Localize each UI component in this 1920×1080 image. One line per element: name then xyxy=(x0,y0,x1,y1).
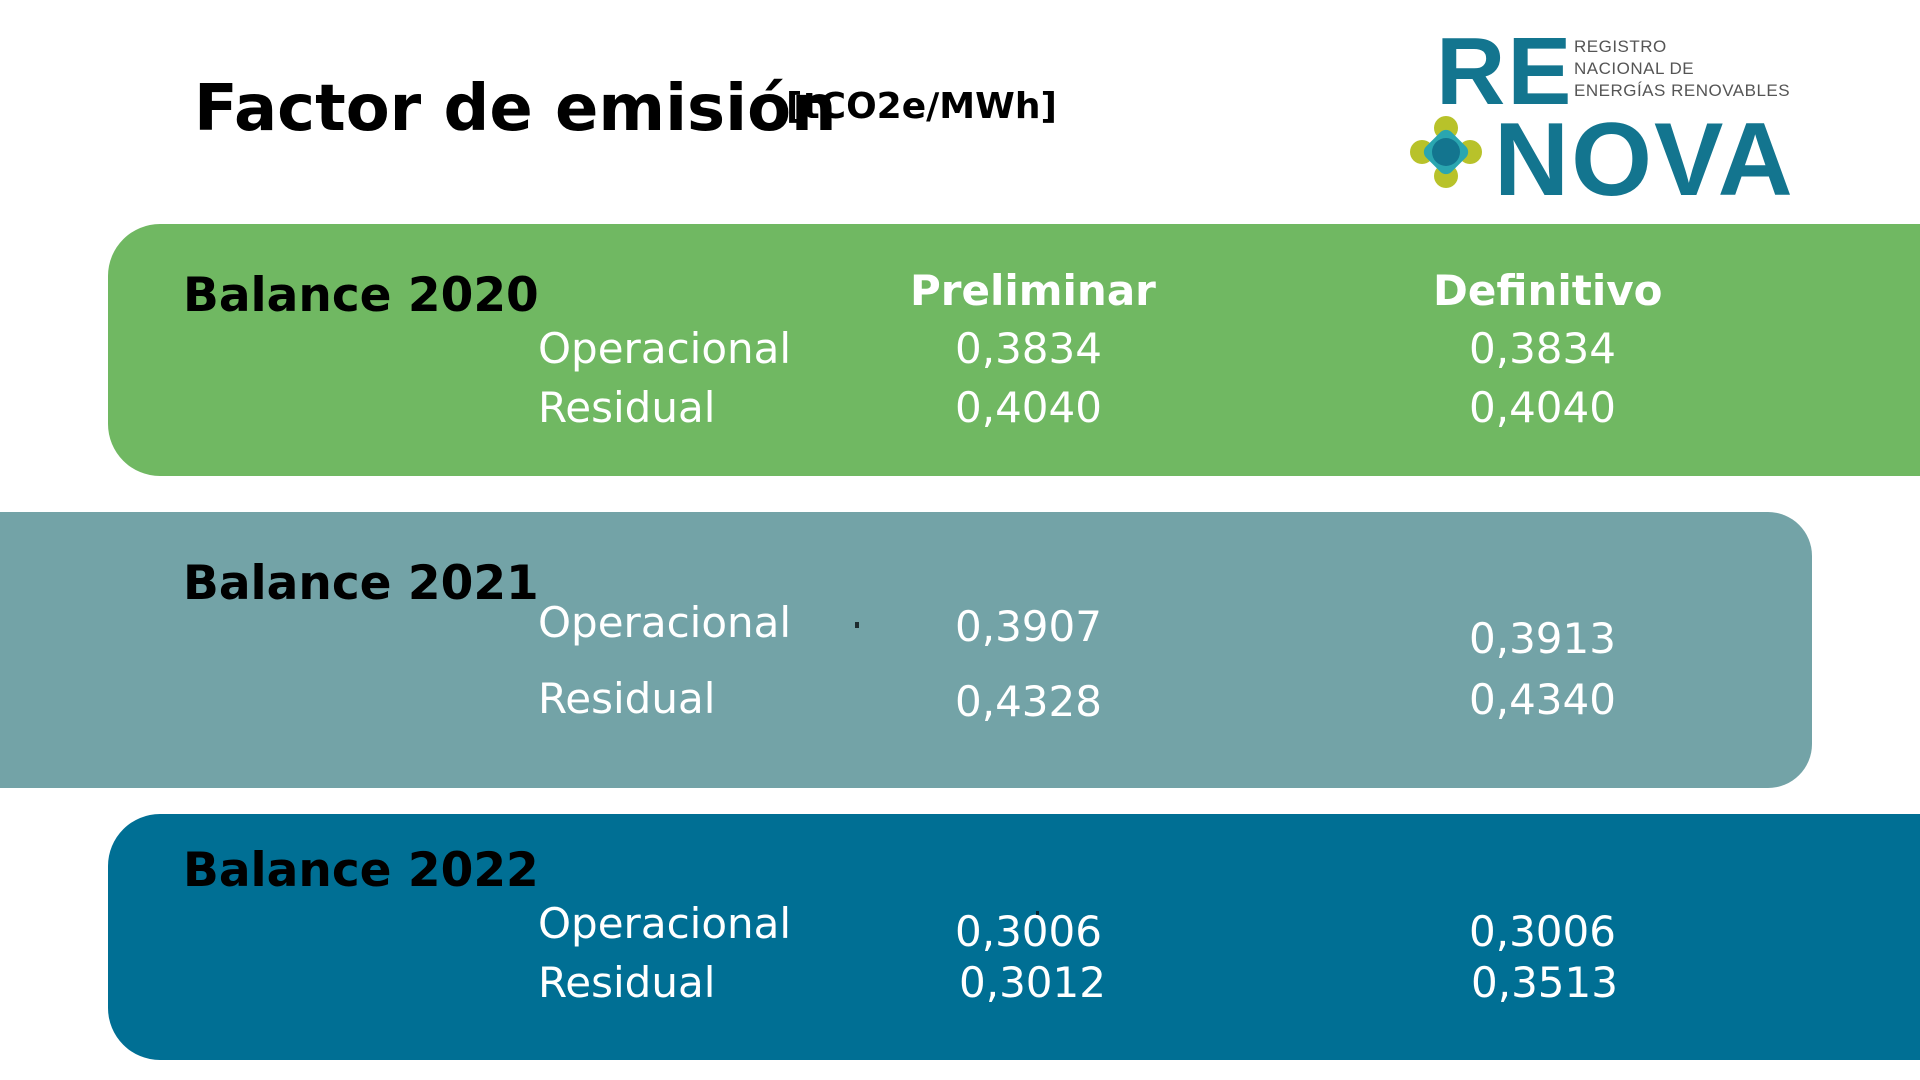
balance-2021-title: Balance 2021 xyxy=(183,556,539,611)
balance-2021-panel xyxy=(0,512,1812,788)
page-title: Factor de emisión xyxy=(194,72,837,146)
logo-subtitle-line-1: REGISTRO xyxy=(1574,37,1667,56)
unit-label: [tCO2e/MWh] xyxy=(786,86,1057,127)
stray-dot xyxy=(855,622,859,628)
balance-2022-panel xyxy=(108,814,1920,1060)
stray-dot xyxy=(1036,911,1039,915)
balance-2020-title: Balance 2020 xyxy=(183,268,539,323)
renova-logo: RE REGISTRO NACIONAL DE ENERGÍAS RENOVAB… xyxy=(1410,24,1793,212)
row-label-operacional: Operacional xyxy=(538,598,792,647)
value-2020-residual-definitivo: 0,4040 xyxy=(1469,383,1616,432)
row-label-residual: Residual xyxy=(538,674,716,723)
renova-flower-icon xyxy=(1410,116,1482,188)
row-label-operacional: Operacional xyxy=(538,324,792,373)
balance-2022-title: Balance 2022 xyxy=(183,843,539,898)
logo-nova-text: NOVA xyxy=(1494,102,1795,218)
logo-subtitle-line-2: NACIONAL DE xyxy=(1574,59,1695,78)
logo-re-text: RE xyxy=(1436,18,1574,125)
row-label-residual: Residual xyxy=(538,383,716,432)
value-2020-operacional-definitivo: 0,3834 xyxy=(1469,324,1616,373)
row-label-operacional: Operacional xyxy=(538,899,792,948)
row-label-residual: Residual xyxy=(538,958,716,1007)
value-2021-operacional-preliminar: 0,3907 xyxy=(955,602,1102,651)
balance-2020-panel xyxy=(108,224,1920,476)
value-2021-operacional-definitivo: 0,3913 xyxy=(1469,614,1616,663)
column-header-preliminar: Preliminar xyxy=(910,266,1156,315)
value-2022-residual-definitivo: 0,3513 xyxy=(1471,958,1618,1007)
value-2022-operacional-preliminar: 0,3006 xyxy=(955,907,1102,956)
logo-subtitle-line-3: ENERGÍAS RENOVABLES xyxy=(1574,81,1791,100)
value-2020-residual-preliminar: 0,4040 xyxy=(955,383,1102,432)
value-2022-residual-preliminar: 0,3012 xyxy=(959,958,1106,1007)
value-2021-residual-preliminar: 0,4328 xyxy=(955,677,1102,726)
value-2021-residual-definitivo: 0,4340 xyxy=(1469,675,1616,724)
column-header-definitivo: Definitivo xyxy=(1433,266,1663,315)
value-2022-operacional-definitivo: 0,3006 xyxy=(1469,907,1616,956)
logo-subtitle: REGISTRO NACIONAL DE ENERGÍAS RENOVABLES xyxy=(1574,36,1790,102)
value-2020-operacional-preliminar: 0,3834 xyxy=(955,324,1102,373)
